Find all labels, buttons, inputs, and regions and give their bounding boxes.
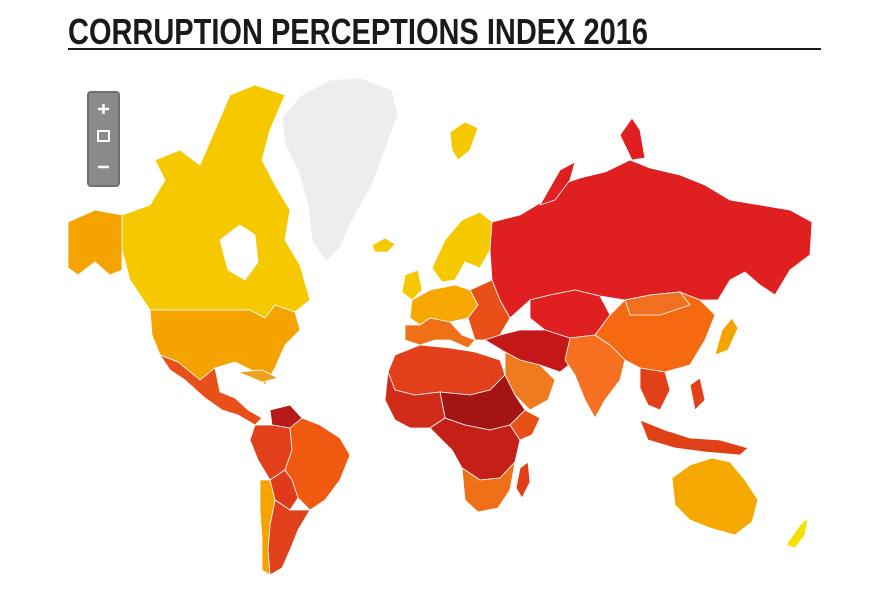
svalbard (449, 121, 479, 161)
scandinavia (431, 211, 493, 283)
zoom-reset-button[interactable] (97, 130, 110, 142)
zoom-panel (87, 91, 120, 187)
russia (489, 159, 813, 319)
chile (259, 479, 276, 576)
icon-part (97, 130, 110, 142)
iceland (371, 237, 396, 253)
new-zealand (785, 517, 809, 549)
alaska (67, 209, 123, 276)
canada (121, 84, 311, 319)
mexico (159, 354, 263, 426)
southeast-asia (639, 367, 671, 411)
icon-part (101, 134, 106, 138)
world-map (67, 77, 813, 576)
usa (149, 304, 301, 386)
north-africa (387, 344, 506, 396)
arctic-islands (619, 117, 646, 161)
madagascar (515, 461, 531, 499)
east-africa (509, 409, 541, 441)
novaya-zemlya (539, 161, 576, 206)
indonesia (639, 419, 749, 456)
uk-ireland (401, 269, 423, 301)
southern-africa (461, 461, 516, 513)
zoom-control[interactable] (87, 91, 120, 187)
zoom-in-button[interactable] (98, 104, 109, 114)
australia (671, 457, 759, 536)
title: CORRUPTION PERCEPTIONS INDEX 2016 (68, 11, 648, 52)
philippines (689, 377, 706, 411)
southern-europe (404, 317, 476, 349)
japan (714, 317, 739, 356)
mongolia (624, 291, 691, 316)
argentina (267, 499, 311, 576)
central-africa (429, 417, 521, 481)
caribbean (237, 369, 279, 383)
greenland (281, 77, 399, 263)
hudson-bay (219, 224, 259, 281)
